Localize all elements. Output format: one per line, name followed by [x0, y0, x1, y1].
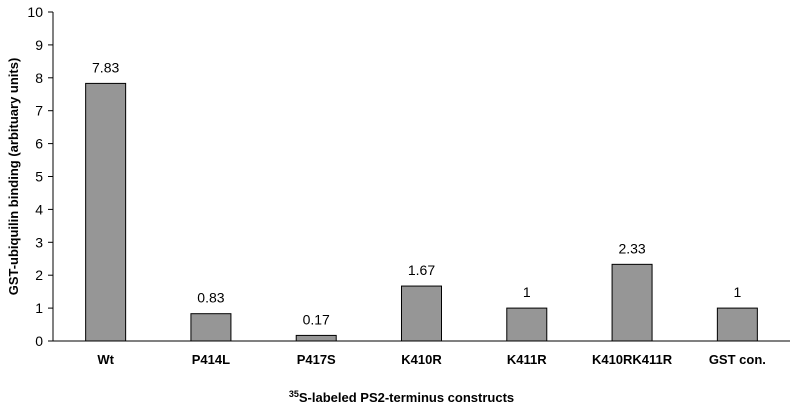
- x-axis-title: 35S-labeled PS2-terminus constructs: [289, 389, 514, 405]
- data-label: 7.83: [92, 59, 119, 75]
- bar: [85, 82, 127, 342]
- x-axis-title-text: S-labeled PS2-terminus constructs: [299, 390, 514, 405]
- y-tick-label: 4: [35, 201, 43, 217]
- category-label: K410R: [401, 352, 442, 367]
- bar: [401, 285, 442, 342]
- bar: [611, 263, 653, 342]
- x-axis-title-superscript: 35: [289, 389, 299, 399]
- category-label: P414L: [192, 352, 230, 367]
- y-tick-label: 7: [35, 103, 43, 119]
- data-label: 1: [523, 284, 531, 300]
- bar: [190, 313, 232, 342]
- y-tick-label: 6: [35, 136, 43, 152]
- y-tick-label: 0: [35, 333, 43, 349]
- y-tick-label: 8: [35, 70, 43, 86]
- bar: [295, 334, 337, 342]
- data-label: 0.83: [197, 290, 224, 306]
- category-label: K411R: [507, 352, 547, 367]
- y-axis-title: GST-ubiquilin binding (arbituary units): [6, 58, 21, 296]
- data-label: 1.67: [408, 262, 435, 278]
- data-labels: 7.83 0.83 0.17 1.67 1 2.33 1: [92, 59, 741, 327]
- bar: [506, 307, 548, 342]
- data-label: 0.17: [303, 311, 330, 327]
- bars: [85, 82, 758, 342]
- bar: [716, 307, 758, 342]
- data-label: 1: [733, 284, 741, 300]
- category-label: GST con.: [709, 352, 766, 367]
- category-label: P417S: [297, 352, 336, 367]
- category-labels: Wt P414L P417S K410R K411R K410RK411R GST con.: [97, 352, 766, 367]
- y-tick-label: 1: [35, 300, 43, 316]
- data-label: 2.33: [618, 240, 645, 256]
- y-axis-ticks: 0 1 2 3 4 5 6 7 8 9 10: [27, 4, 53, 349]
- category-label: K410RK411R: [592, 352, 673, 367]
- category-label: Wt: [97, 352, 114, 367]
- y-tick-label: 10: [27, 4, 43, 20]
- y-tick-label: 5: [35, 169, 43, 185]
- y-tick-label: 2: [35, 267, 43, 283]
- y-tick-label: 9: [35, 37, 43, 53]
- y-tick-label: 3: [35, 234, 43, 250]
